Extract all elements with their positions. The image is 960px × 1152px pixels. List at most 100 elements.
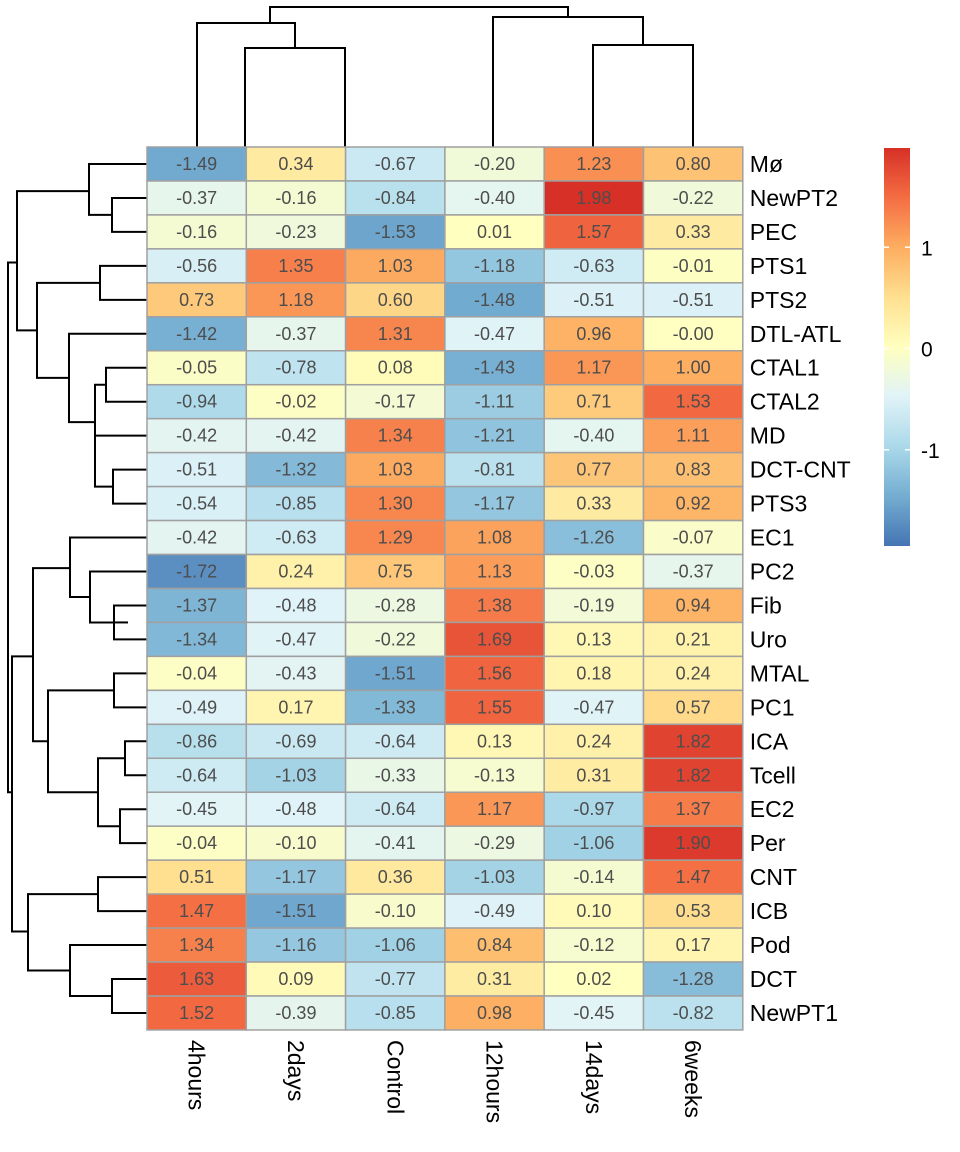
legend-ticks: 1 0 -1 <box>884 237 940 463</box>
row-dendro-branch-mo <box>88 162 147 216</box>
cell-value-label: -1.11 <box>475 392 515 412</box>
heatmap-cell <box>642 451 744 488</box>
heatmap-cell <box>642 621 744 658</box>
color-legend: 1 0 -1 <box>884 148 940 546</box>
cell-value-label: 1.35 <box>278 256 313 276</box>
cell-value-label: 0.51 <box>179 867 214 887</box>
row-dendro-link-dct-newpt1 <box>111 978 147 1014</box>
cell-value-label: 0.09 <box>278 969 313 989</box>
cell-value-label: -0.22 <box>673 188 714 208</box>
cell-value-label: 1.23 <box>576 154 611 174</box>
cell-value-label: 0.17 <box>676 935 711 955</box>
row-label: EC1 <box>750 525 795 551</box>
heatmap-cell <box>146 587 248 624</box>
heatmap-cell <box>344 893 446 929</box>
cell-value-label: 0.80 <box>676 154 711 174</box>
row-label: ICA <box>750 728 789 754</box>
cell-value-label: 0.17 <box>278 697 313 717</box>
heatmap-cell <box>444 723 545 760</box>
row-dendro-link-newpt2-pec <box>111 196 147 233</box>
cell-value-label: 1.00 <box>676 358 711 378</box>
heatmap-cell <box>146 825 248 861</box>
cell-value-label: 0.13 <box>576 629 611 649</box>
cell-value-label: -0.56 <box>176 256 217 276</box>
cell-value-label: 0.71 <box>576 392 611 412</box>
heatmap-cell <box>642 723 744 760</box>
heatmap-cell <box>543 451 645 488</box>
col-dendro-branch-4hours <box>196 22 296 148</box>
heatmap-cell <box>444 791 545 827</box>
cell-value-label: -0.01 <box>673 256 714 276</box>
row-label: PTS2 <box>750 287 808 313</box>
heatmap-cells: -1.49 0.34 -0.67 -0.20 1.23 0.80 -0.37 -0.16 -0.… <box>146 146 744 1031</box>
cell-value-label: -0.07 <box>673 528 714 548</box>
cell-value-label: -1.16 <box>275 935 316 955</box>
cell-value-label: -0.10 <box>275 833 316 853</box>
cell-value-label: 0.33 <box>676 222 711 242</box>
heatmap-cell <box>245 791 347 827</box>
cell-value-label: 0.21 <box>676 629 711 649</box>
row-dendrogram <box>7 162 147 1014</box>
heatmap-cell <box>642 587 744 624</box>
cell-value-label: 0.24 <box>676 663 711 683</box>
cell-value-label: -0.00 <box>673 324 714 344</box>
legend-tick-label: 1 <box>921 237 933 260</box>
cell-value-label: -1.51 <box>375 663 416 683</box>
row-label: ICB <box>750 898 788 924</box>
row-label: Per <box>750 830 786 856</box>
heatmap-cell <box>543 180 645 216</box>
cell-value-label: -0.97 <box>573 799 614 819</box>
row-dendro-branch-md <box>94 434 147 488</box>
heatmap-cell <box>245 316 347 352</box>
row-dendro-branch-pc2 <box>89 570 147 624</box>
cell-value-label: -0.49 <box>474 901 515 921</box>
cell-value-label: -0.77 <box>375 969 416 989</box>
cell-value-label: -0.42 <box>176 426 217 446</box>
cell-value-label: 0.77 <box>576 460 611 480</box>
row-dendro-link-ec2-per <box>119 808 147 845</box>
heatmap-cell <box>543 214 645 250</box>
heatmap-cell <box>444 859 545 895</box>
cell-value-label: 0.75 <box>378 562 413 582</box>
heatmap-cell <box>245 859 347 895</box>
legend-color-bar <box>884 148 910 546</box>
cell-value-label: -0.04 <box>176 833 217 853</box>
cell-value-label: -0.48 <box>275 799 316 819</box>
column-labels: 4hours 2days Control 12hours 14days 6weeks <box>184 1040 707 1123</box>
heatmap-cell <box>444 417 545 454</box>
cell-value-label: -1.51 <box>275 901 316 921</box>
heatmap-cell <box>344 587 446 624</box>
heatmap-cell <box>642 146 744 182</box>
heatmap-cell <box>642 485 744 522</box>
cell-value-label: 0.34 <box>278 154 313 174</box>
row-label: DCT-CNT <box>750 457 851 483</box>
cell-value-label: -1.06 <box>573 833 614 853</box>
heatmap-cell <box>543 248 645 284</box>
cell-value-label: -0.51 <box>573 290 614 310</box>
row-label: EC2 <box>750 796 795 822</box>
cell-value-label: -0.41 <box>375 833 416 853</box>
heatmap-cell <box>344 316 446 352</box>
heatmap-cell <box>344 995 446 1031</box>
heatmap-cell <box>344 927 446 963</box>
cell-value-label: -0.64 <box>375 799 416 819</box>
cell-value-label: -1.53 <box>375 222 416 242</box>
col-dendro-link-2days-control <box>244 47 346 148</box>
heatmap-cell <box>543 553 645 590</box>
col-dendro-link-14days-6weeks <box>592 44 694 148</box>
column-label: 14days <box>581 1040 607 1114</box>
cell-value-label: 0.02 <box>576 969 611 989</box>
cell-value-label: 1.37 <box>676 799 711 819</box>
cell-value-label: -0.45 <box>573 1003 614 1023</box>
cell-value-label: -0.82 <box>673 1003 714 1023</box>
cell-value-label: 1.17 <box>477 799 512 819</box>
heatmap-cell <box>444 587 545 624</box>
heatmap-cell <box>245 485 347 522</box>
cell-value-label: -1.18 <box>474 256 515 276</box>
heatmap-cell <box>146 383 248 420</box>
cell-value-label: -1.49 <box>176 154 217 174</box>
column-label: 6weeks <box>680 1040 706 1118</box>
cell-value-label: 0.57 <box>676 697 711 717</box>
heatmap-cell <box>344 383 446 420</box>
heatmap-cell <box>642 927 744 963</box>
